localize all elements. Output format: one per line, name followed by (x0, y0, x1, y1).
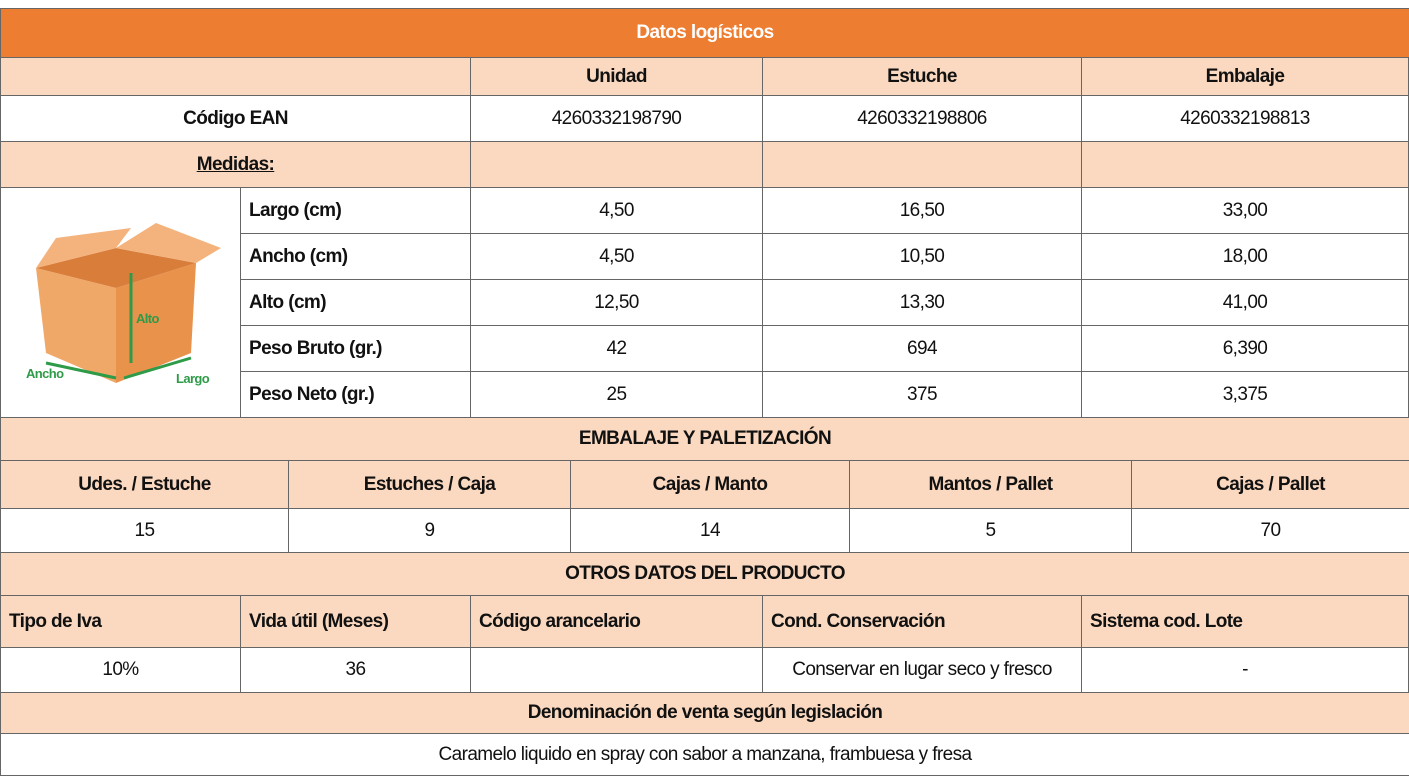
row-label: Ancho (cm) (240, 233, 471, 280)
measure-value: 12,50 (470, 279, 763, 326)
box-illustration: Alto Ancho Largo (26, 222, 221, 386)
packing-value: 70 (1131, 508, 1409, 553)
diagram-label: Largo (176, 371, 210, 386)
measure-value: 3,375 (1081, 371, 1409, 418)
measure-value: 4,50 (470, 233, 763, 280)
column-header: Cond. Conservación (762, 595, 1082, 648)
box-diagram: Alto Ancho Largo (0, 187, 241, 418)
cell (762, 141, 1082, 188)
diagram-label: Ancho (26, 366, 64, 381)
row-label: Peso Bruto (gr.) (240, 325, 471, 372)
other-value: - (1081, 647, 1409, 693)
ean-value: 4260332198813 (1081, 95, 1409, 142)
other-value: 10% (0, 647, 241, 693)
measure-value: 375 (762, 371, 1082, 418)
sheet-title: Datos logísticos (0, 8, 1409, 58)
measure-value: 41,00 (1081, 279, 1409, 326)
column-header: Tipo de Iva (0, 595, 241, 648)
box-face (115, 262, 196, 383)
measure-value: 33,00 (1081, 187, 1409, 234)
ean-value: 4260332198806 (762, 95, 1082, 142)
measure-value: 13,30 (762, 279, 1082, 326)
row-label: Peso Neto (gr.) (240, 371, 471, 418)
measure-value: 16,50 (762, 187, 1082, 234)
column-header: Udes. / Estuche (0, 460, 289, 509)
box-flap (35, 227, 131, 268)
measure-value: 10,50 (762, 233, 1082, 280)
column-header: Embalaje (1081, 57, 1409, 96)
column-header: Sistema cod. Lote (1081, 595, 1409, 648)
diagram-label: Alto (136, 311, 160, 326)
row-label: Código EAN (0, 95, 471, 142)
cell (1081, 141, 1409, 188)
cell (0, 57, 471, 96)
column-header: Estuche (762, 57, 1082, 96)
measure-value: 18,00 (1081, 233, 1409, 280)
measure-value: 694 (762, 325, 1082, 372)
column-header: Vida útil (Meses) (240, 595, 471, 648)
box-flap (115, 222, 221, 263)
row-label: Alto (cm) (240, 279, 471, 326)
section-title: EMBALAJE Y PALETIZACIÓN (0, 417, 1409, 461)
box-face (35, 267, 116, 383)
ean-value: 4260332198790 (470, 95, 763, 142)
other-value: Conservar en lugar seco y fresco (762, 647, 1082, 693)
column-header: Cajas / Pallet (1131, 460, 1409, 509)
column-header: Unidad (470, 57, 763, 96)
packing-value: 9 (288, 508, 571, 553)
other-value (470, 647, 763, 693)
column-header: Mantos / Pallet (849, 460, 1132, 509)
row-label: Largo (cm) (240, 187, 471, 234)
section-title: Denominación de venta según legislación (0, 692, 1409, 734)
measure-value: 42 (470, 325, 763, 372)
column-header: Código arancelario (470, 595, 763, 648)
section-label: Medidas: (0, 141, 471, 188)
measure-value: 4,50 (470, 187, 763, 234)
denomination-text: Caramelo liquido en spray con sabor a ma… (0, 733, 1409, 776)
packing-value: 14 (570, 508, 850, 553)
column-header: Cajas / Manto (570, 460, 850, 509)
other-value: 36 (240, 647, 471, 693)
packing-value: 15 (0, 508, 289, 553)
width-arrow (45, 361, 116, 379)
section-title: OTROS DATOS DEL PRODUCTO (0, 552, 1409, 596)
column-header: Estuches / Caja (288, 460, 571, 509)
length-arrow (123, 356, 191, 379)
measure-value: 6,390 (1081, 325, 1409, 372)
measure-value: 25 (470, 371, 763, 418)
cell (470, 141, 763, 188)
packing-value: 5 (849, 508, 1132, 553)
